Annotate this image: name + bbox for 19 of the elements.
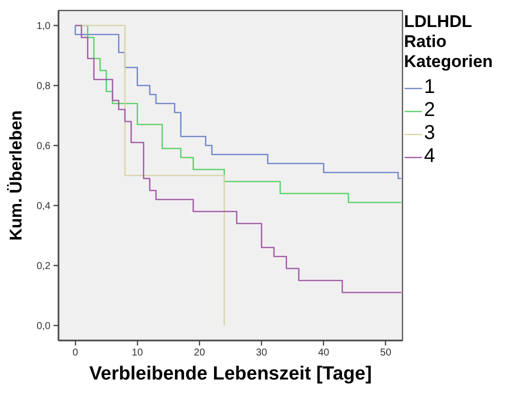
legend-label: 3 bbox=[424, 122, 436, 145]
x-tick-label: 30 bbox=[256, 348, 268, 358]
x-axis-title: Verbleibende Lebenszeit [Tage] bbox=[89, 364, 372, 384]
y-tick-label: 0,2 bbox=[36, 261, 51, 272]
y-tick-label: 0,8 bbox=[36, 81, 51, 92]
y-tick-label: 0,0 bbox=[36, 321, 51, 332]
legend-label: 4 bbox=[424, 145, 436, 168]
y-tick-label: 0,4 bbox=[36, 201, 51, 212]
x-tick-label: 40 bbox=[318, 348, 330, 358]
x-tick-label: 10 bbox=[132, 348, 144, 358]
x-tick-label: 20 bbox=[194, 348, 206, 358]
y-axis-title: Kum. Überleben bbox=[6, 110, 26, 241]
legend-label: 2 bbox=[424, 99, 436, 122]
x-tick-label: 0 bbox=[72, 348, 78, 358]
x-tick-label: 50 bbox=[380, 348, 392, 358]
y-tick-label: 1,0 bbox=[36, 21, 51, 32]
legend-title: LDLHDL Ratio Kategorien bbox=[404, 12, 493, 72]
legend-label: 1 bbox=[424, 76, 436, 99]
y-tick-label: 0,6 bbox=[36, 141, 51, 152]
